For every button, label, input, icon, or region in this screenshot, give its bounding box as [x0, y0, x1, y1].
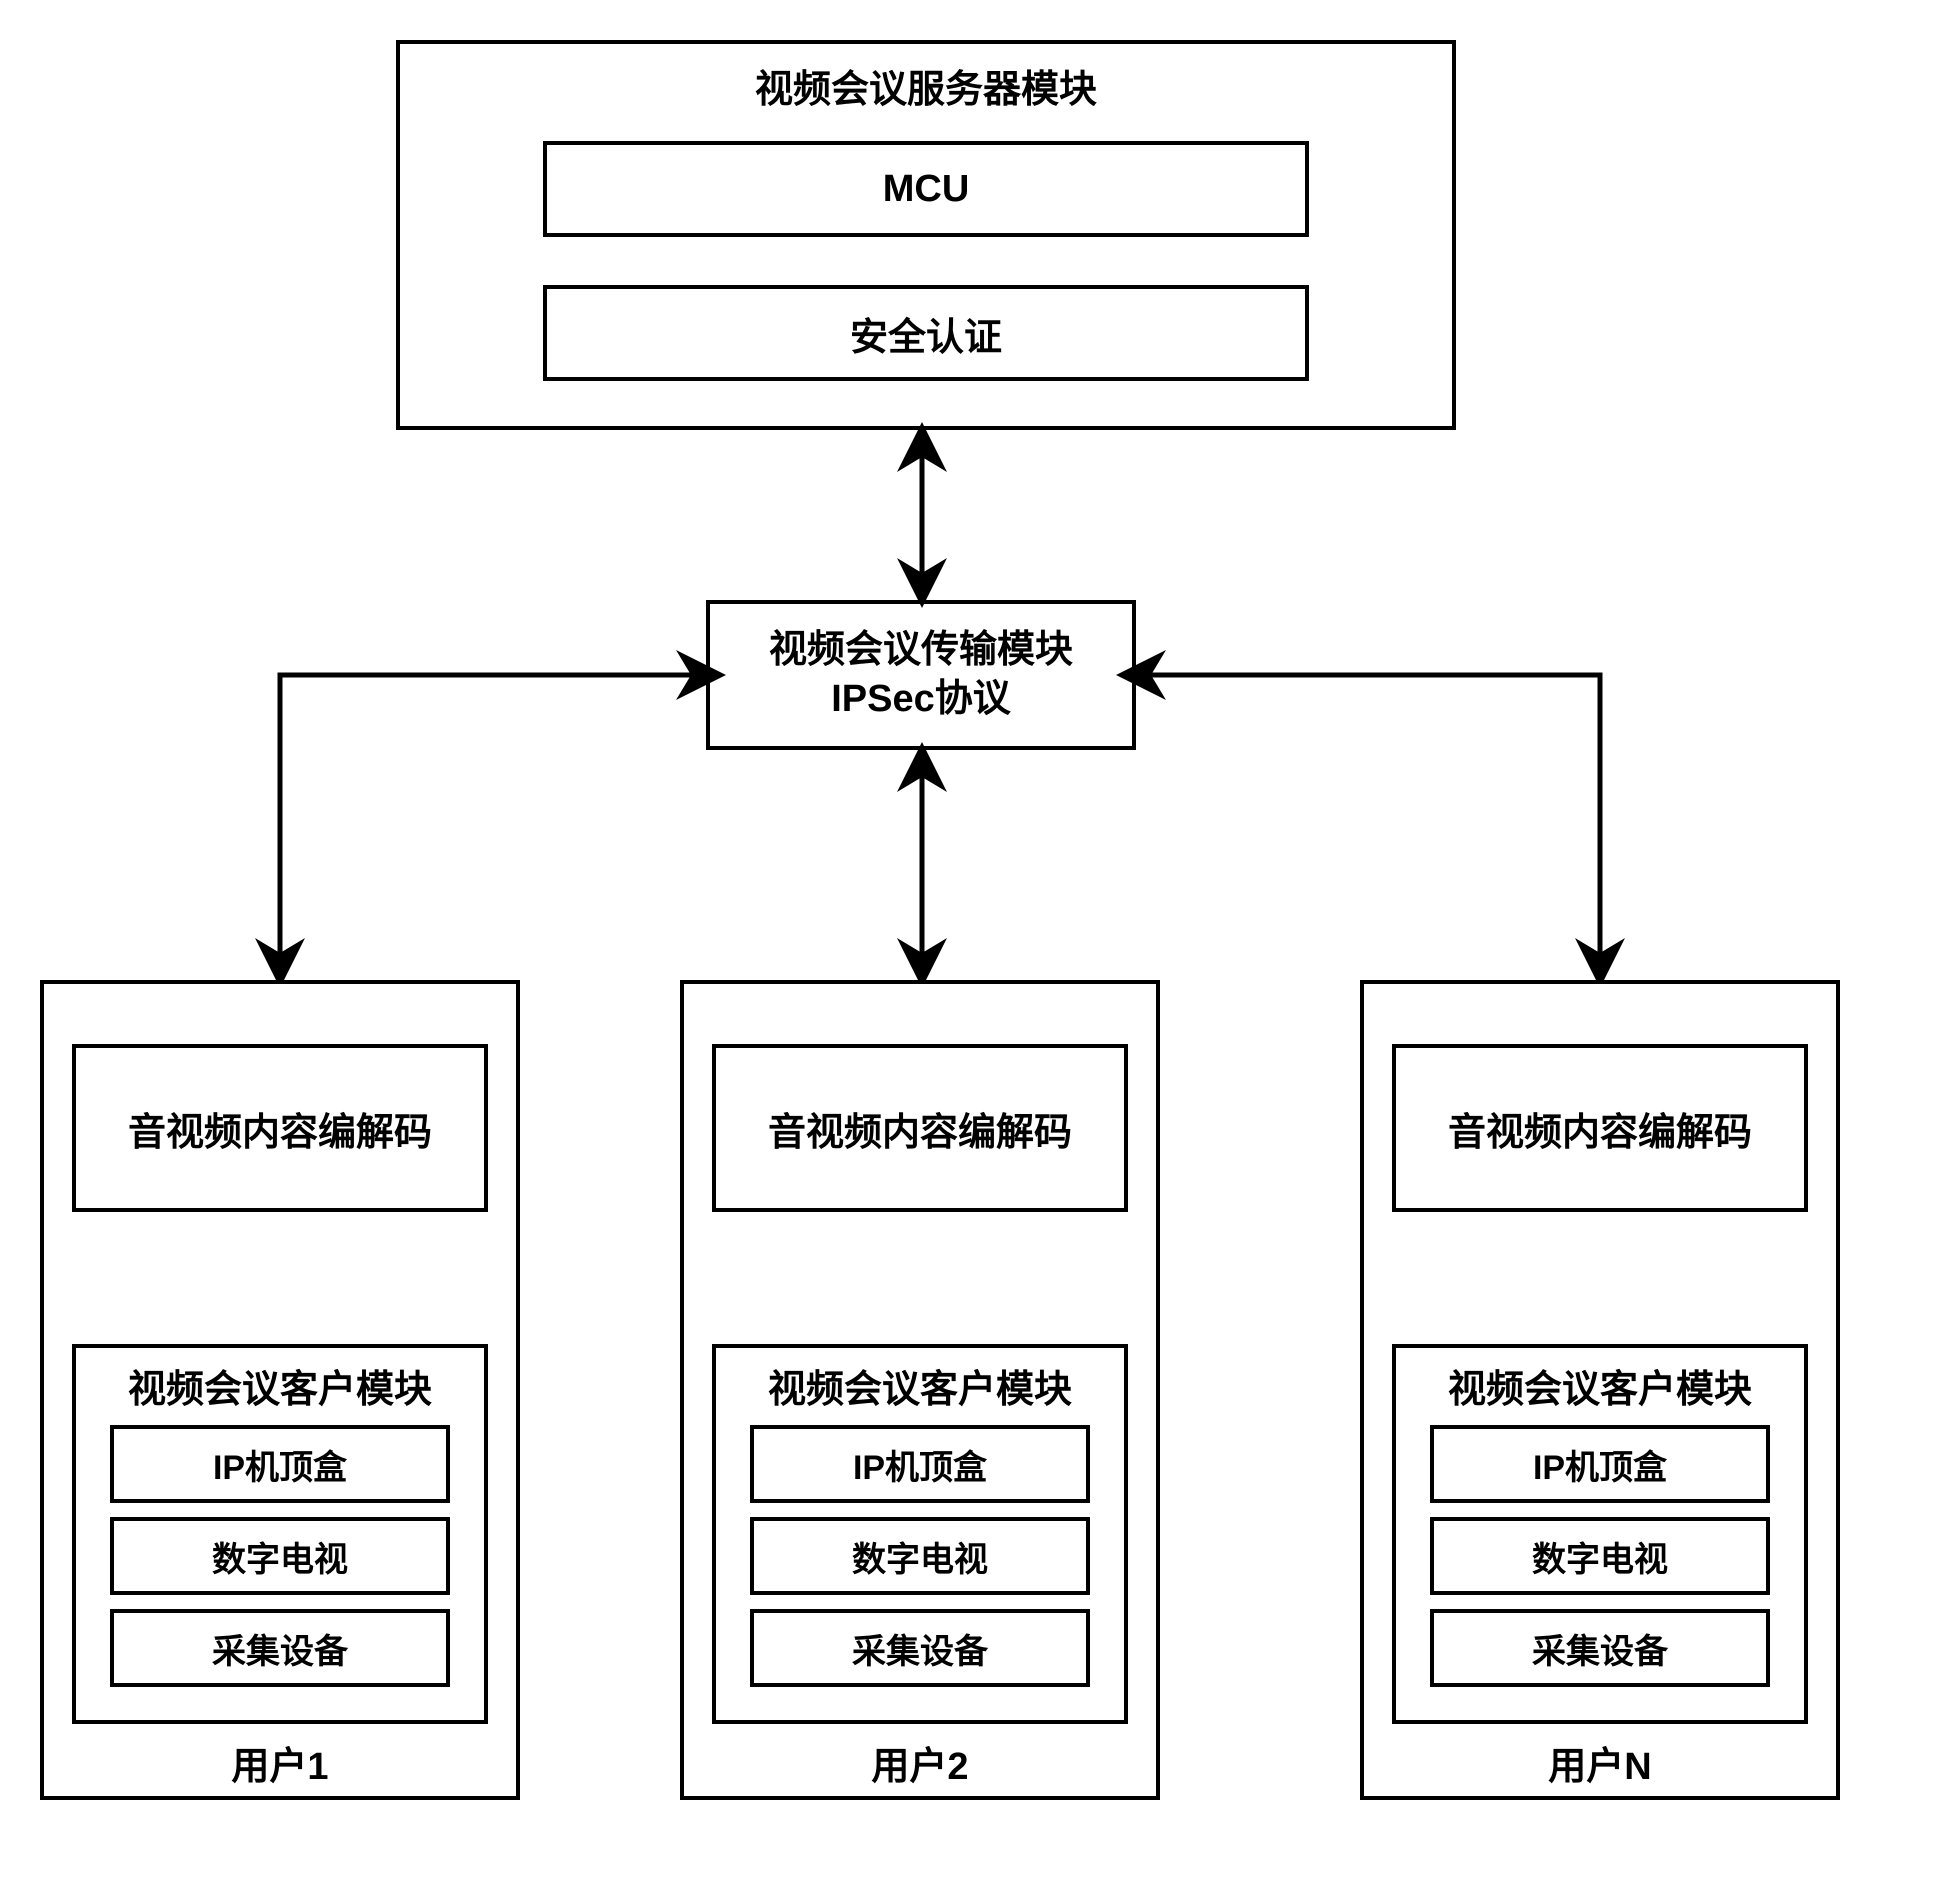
client-module-title: 视频会议客户模块 — [1448, 1358, 1752, 1413]
device-box-0: IP机顶盒 — [1430, 1425, 1770, 1503]
device-box-1: 数字电视 — [110, 1517, 450, 1595]
codec-box: 音视频内容编解码 — [72, 1044, 488, 1212]
device-box-1: 数字电视 — [750, 1517, 1090, 1595]
transport-line1: 视频会议传输模块 — [769, 626, 1073, 675]
server-module-box: 视频会议服务器模块 MCU 安全认证 — [396, 40, 1456, 430]
client-module-box: 视频会议客户模块 IP机顶盒数字电视采集设备 — [712, 1344, 1128, 1724]
user-box-3: 音视频内容编解码视频会议客户模块 IP机顶盒数字电视采集设备用户N — [1360, 980, 1840, 1800]
server-title: 视频会议服务器模块 — [755, 58, 1097, 113]
auth-box: 安全认证 — [543, 285, 1309, 381]
user-box-1: 音视频内容编解码视频会议客户模块 IP机顶盒数字电视采集设备用户1 — [40, 980, 520, 1800]
server-inner-wrap: MCU 安全认证 — [543, 141, 1309, 381]
user-label: 用户N — [1548, 1735, 1651, 1790]
device-box-1: 数字电视 — [1430, 1517, 1770, 1595]
client-module-title: 视频会议客户模块 — [768, 1358, 1072, 1413]
device-box-2: 采集设备 — [1430, 1609, 1770, 1687]
transport-box: 视频会议传输模块 IPSec协议 — [706, 600, 1136, 750]
edge-transport-user1 — [280, 675, 706, 968]
transport-line2: IPSec协议 — [831, 675, 1011, 724]
client-module-title: 视频会议客户模块 — [128, 1358, 432, 1413]
device-box-0: IP机顶盒 — [750, 1425, 1090, 1503]
device-box-2: 采集设备 — [750, 1609, 1090, 1687]
user-label: 用户1 — [231, 1735, 328, 1790]
architecture-diagram: 视频会议服务器模块 MCU 安全认证 视频会议传输模块 IPSec协议 — [40, 40, 1904, 1855]
user-label: 用户2 — [871, 1735, 968, 1790]
codec-box: 音视频内容编解码 — [712, 1044, 1128, 1212]
user-box-2: 音视频内容编解码视频会议客户模块 IP机顶盒数字电视采集设备用户2 — [680, 980, 1160, 1800]
client-module-box: 视频会议客户模块 IP机顶盒数字电视采集设备 — [72, 1344, 488, 1724]
device-box-2: 采集设备 — [110, 1609, 450, 1687]
edge-transport-userN — [1136, 675, 1600, 968]
client-module-box: 视频会议客户模块 IP机顶盒数字电视采集设备 — [1392, 1344, 1808, 1724]
mcu-box: MCU — [543, 141, 1309, 237]
codec-box: 音视频内容编解码 — [1392, 1044, 1808, 1212]
device-box-0: IP机顶盒 — [110, 1425, 450, 1503]
